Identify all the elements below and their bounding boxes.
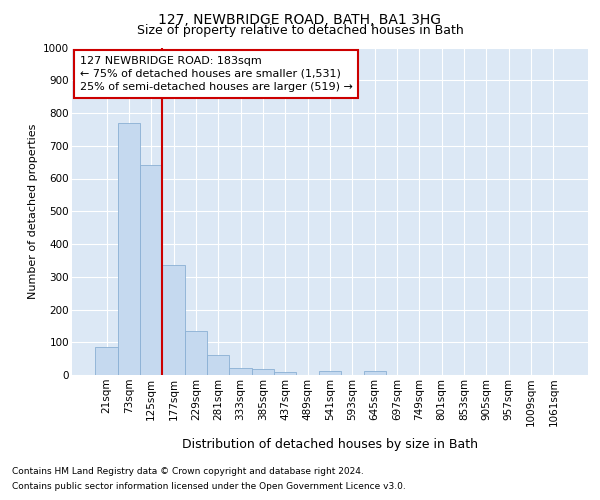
Bar — [140, 166, 163, 375]
Bar — [118, 123, 140, 375]
Bar — [185, 331, 207, 375]
Bar — [252, 369, 274, 375]
X-axis label: Distribution of detached houses by size in Bath: Distribution of detached houses by size … — [182, 438, 478, 450]
Bar — [95, 347, 118, 375]
Bar — [163, 266, 185, 375]
Bar — [229, 368, 252, 375]
Y-axis label: Number of detached properties: Number of detached properties — [28, 124, 38, 299]
Bar — [364, 371, 386, 375]
Text: Contains public sector information licensed under the Open Government Licence v3: Contains public sector information licen… — [12, 482, 406, 491]
Bar — [207, 356, 229, 375]
Text: Contains HM Land Registry data © Crown copyright and database right 2024.: Contains HM Land Registry data © Crown c… — [12, 467, 364, 476]
Bar — [274, 372, 296, 375]
Text: 127 NEWBRIDGE ROAD: 183sqm
← 75% of detached houses are smaller (1,531)
25% of s: 127 NEWBRIDGE ROAD: 183sqm ← 75% of deta… — [80, 56, 353, 92]
Text: 127, NEWBRIDGE ROAD, BATH, BA1 3HG: 127, NEWBRIDGE ROAD, BATH, BA1 3HG — [158, 12, 442, 26]
Text: Size of property relative to detached houses in Bath: Size of property relative to detached ho… — [137, 24, 463, 37]
Bar — [319, 371, 341, 375]
